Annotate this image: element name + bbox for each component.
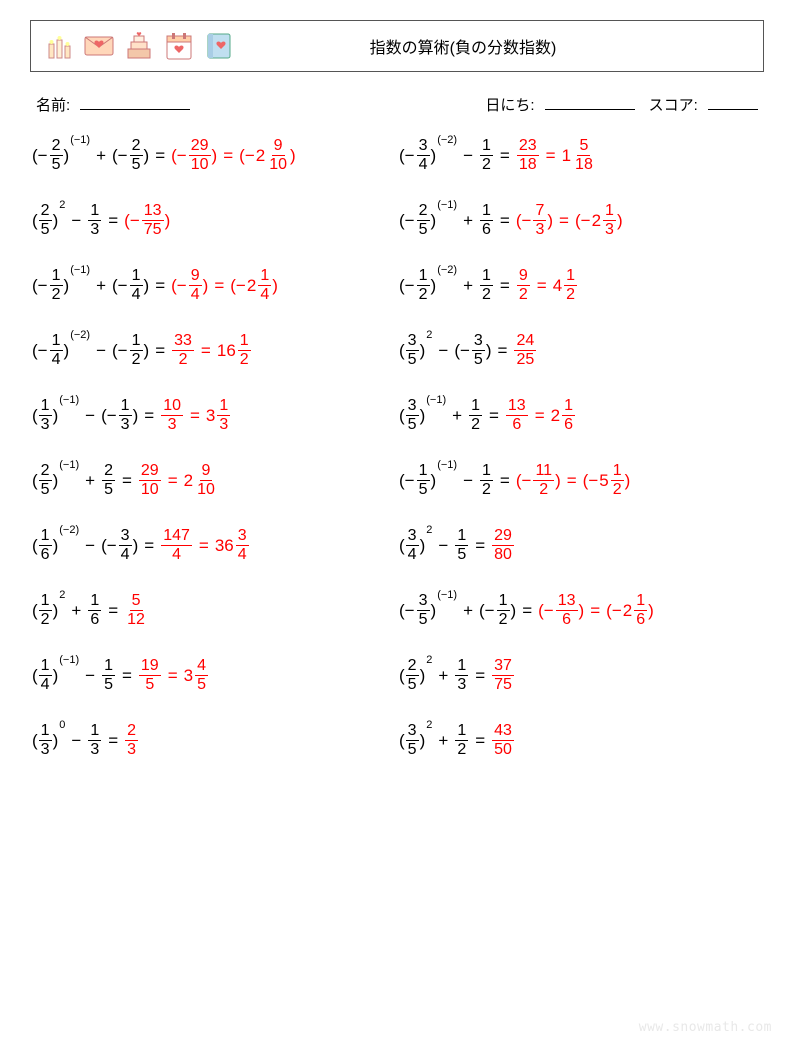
problem-row: (−25)(−1)+(−25)=(−2910)=(−2910) (32, 137, 397, 174)
name-label: 名前: (36, 97, 70, 114)
problem-row: (−15)(−1)−12=(−112)=(−512) (399, 462, 764, 499)
header-icons (43, 28, 235, 64)
calendar-heart-icon (163, 28, 195, 64)
score-field: スコア: (649, 94, 758, 115)
problem-row: (16)(−2)−(−34)=1474=3634 (32, 527, 397, 564)
problem-row: (25)2+13=3775 (399, 657, 764, 694)
problem-row: (25)2−13=(−1375) (32, 202, 397, 239)
name-field: 名前: (36, 94, 190, 115)
problem-row: (35)2−(−35)=2425 (399, 332, 764, 369)
watermark: www.snowmath.com (639, 1020, 772, 1035)
problem-row: (35)2+12=4350 (399, 722, 764, 759)
book-heart-icon (203, 28, 235, 64)
love-letter-icon (83, 28, 115, 64)
date-label: 日にち: (485, 97, 534, 114)
date-field: 日にち: (485, 94, 634, 115)
problem-row: (35)(−1)+12=136=216 (399, 397, 764, 434)
problem-row: (14)(−1)−15=195=345 (32, 657, 397, 694)
problem-row: (−25)(−1)+16=(−73)=(−213) (399, 202, 764, 239)
date-blank (545, 95, 635, 110)
worksheet-page: 指数の算術(負の分数指数) 名前: 日にち: スコア: (−25)(−1)+(−… (0, 0, 794, 1053)
problem-row: (25)(−1)+25=2910=2910 (32, 462, 397, 499)
name-blank (80, 95, 190, 110)
cake-icon (123, 28, 155, 64)
problem-row: (13)0−13=23 (32, 722, 397, 759)
worksheet-title: 指数の算術(負の分数指数) (235, 34, 751, 58)
score-label: スコア: (649, 97, 698, 114)
problem-row: (12)2+16=512 (32, 592, 397, 629)
problem-row: (−14)(−2)−(−12)=332=1612 (32, 332, 397, 369)
problem-row: (−12)(−2)+12=92=412 (399, 267, 764, 304)
left-column: (−25)(−1)+(−25)=(−2910)=(−2910) (25)2−13=… (30, 137, 397, 759)
problem-row: (−12)(−1)+(−14)=(−94)=(−214) (32, 267, 397, 304)
problem-row: (34)2−15=2980 (399, 527, 764, 564)
problem-row: (−35)(−1)+(−12)=(−136)=(−216) (399, 592, 764, 629)
problems-area: (−25)(−1)+(−25)=(−2910)=(−2910) (25)2−13=… (30, 137, 764, 759)
problem-row: (−34)(−2)−12=2318=1518 (399, 137, 764, 174)
candles-icon (43, 28, 75, 64)
score-blank (708, 95, 758, 110)
problem-row: (13)(−1)−(−13)=103=313 (32, 397, 397, 434)
right-column: (−34)(−2)−12=2318=1518 (−25)(−1)+16=(−73)… (397, 137, 764, 759)
header-box: 指数の算術(負の分数指数) (30, 20, 764, 72)
meta-row: 名前: 日にち: スコア: (36, 94, 758, 115)
